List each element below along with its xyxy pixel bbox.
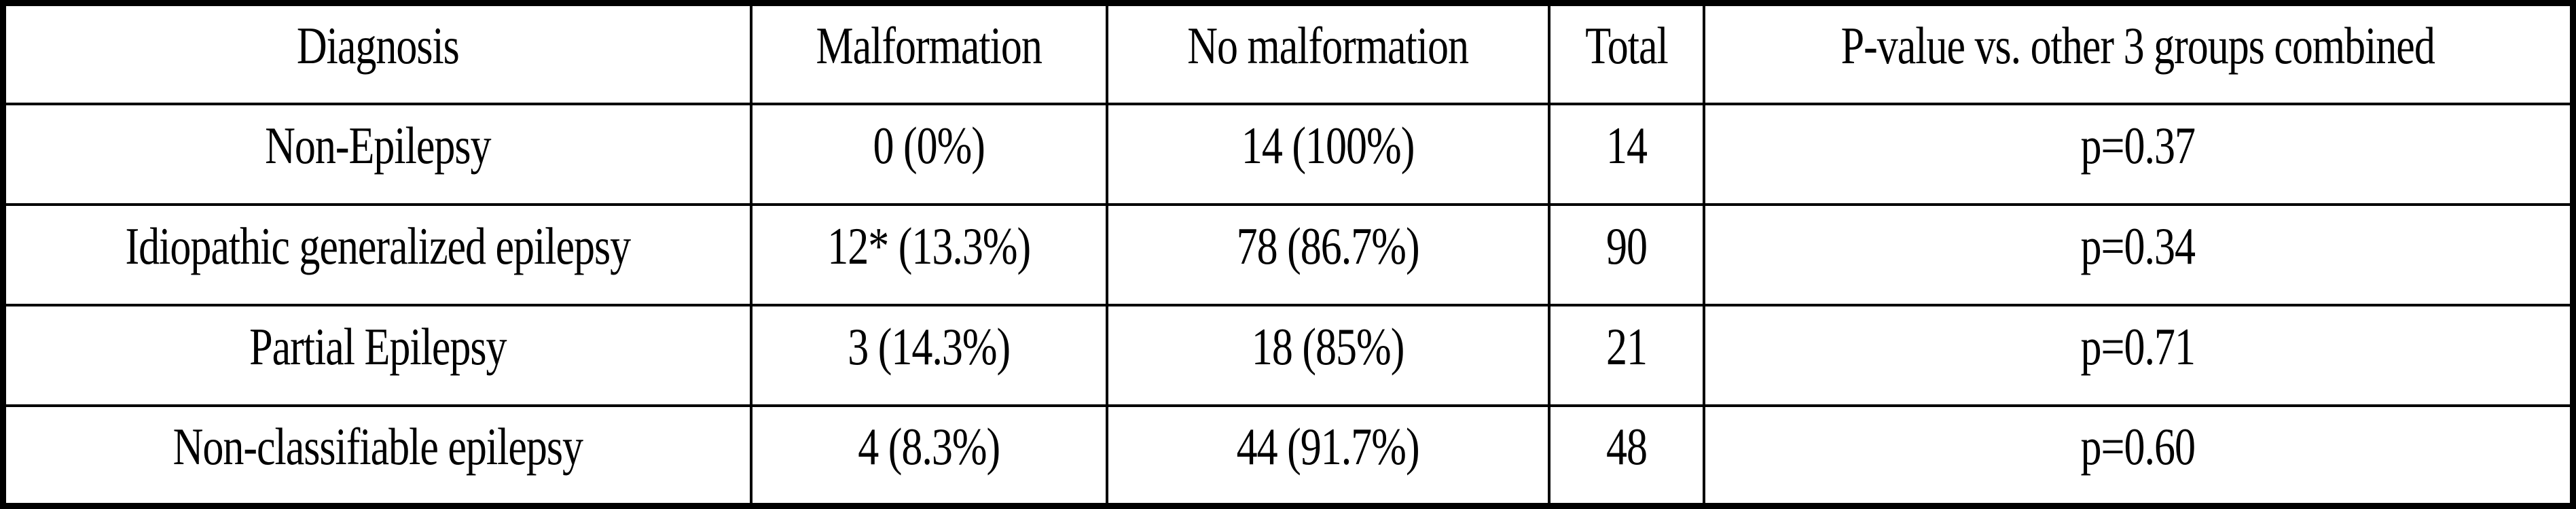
cell-total-text: 21 (1606, 318, 1648, 376)
cell-p-value-text: p=0.60 (2080, 418, 2196, 476)
cell-total: 21 (1547, 303, 1706, 407)
cell-no-malformation: 78 (86.7%) (1105, 203, 1550, 306)
column-header-total-label: Total (1585, 17, 1669, 75)
cell-p-value: p=0.60 (1703, 404, 2575, 508)
table-row-non-classifiable-epilepsy: Non-classifiable epilepsy 4 (8.3%) 44 (9… (1, 404, 2575, 508)
cell-malformation-text: 4 (8.3%) (858, 418, 1000, 476)
cell-diagnosis-text: Partial Epilepsy (249, 318, 507, 376)
cell-diagnosis-text: Non-Epilepsy (265, 117, 491, 175)
column-header-p-value: P-value vs. other 3 groups combined (1703, 1, 2575, 105)
header-row: Diagnosis Malformation No malformation T… (1, 1, 2575, 105)
cell-total-text: 14 (1606, 117, 1648, 175)
table-row-partial-epilepsy: Partial Epilepsy 3 (14.3%) 18 (85%) 21 p… (1, 303, 2575, 407)
cell-no-malformation-text: 18 (85%) (1251, 318, 1404, 376)
table-row-idiopathic-generalized-epilepsy: Idiopathic generalized epilepsy 12* (13.… (1, 203, 2575, 306)
cell-diagnosis: Idiopathic generalized epilepsy (1, 203, 752, 306)
column-header-no-malformation: No malformation (1105, 1, 1550, 105)
table-row-non-epilepsy: Non-Epilepsy 0 (0%) 14 (100%) 14 p=0.37 (1, 102, 2575, 206)
cell-p-value: p=0.37 (1703, 102, 2575, 206)
column-header-diagnosis: Diagnosis (1, 1, 752, 105)
column-header-malformation: Malformation (749, 1, 1108, 105)
cell-malformation: 3 (14.3%) (749, 303, 1108, 407)
cell-total: 48 (1547, 404, 1706, 508)
cell-malformation: 4 (8.3%) (749, 404, 1108, 508)
cell-malformation: 12* (13.3%) (749, 203, 1108, 306)
cell-diagnosis: Partial Epilepsy (1, 303, 752, 407)
cell-p-value-text: p=0.34 (2080, 217, 2196, 276)
cell-malformation: 0 (0%) (749, 102, 1108, 206)
cell-total: 14 (1547, 102, 1706, 206)
cell-diagnosis: Non-classifiable epilepsy (1, 404, 752, 508)
column-header-total: Total (1547, 1, 1706, 105)
cell-no-malformation-text: 14 (100%) (1241, 117, 1415, 175)
column-header-no-malformation-label: No malformation (1187, 17, 1469, 75)
cell-diagnosis-text: Non-classifiable epilepsy (173, 418, 583, 476)
cell-total: 90 (1547, 203, 1706, 306)
column-header-p-value-label: P-value vs. other 3 groups combined (1840, 17, 2435, 75)
cell-malformation-text: 3 (14.3%) (848, 318, 1011, 376)
column-header-malformation-label: Malformation (816, 17, 1042, 75)
cell-p-value: p=0.34 (1703, 203, 2575, 306)
cell-diagnosis-text: Idiopathic generalized epilepsy (125, 217, 631, 276)
cell-total-text: 90 (1606, 217, 1648, 276)
cell-diagnosis: Non-Epilepsy (1, 102, 752, 206)
cell-p-value-text: p=0.71 (2080, 318, 2196, 376)
cell-no-malformation-text: 78 (86.7%) (1236, 217, 1420, 276)
column-header-diagnosis-label: Diagnosis (296, 17, 460, 75)
cell-no-malformation-text: 44 (91.7%) (1236, 418, 1420, 476)
cell-p-value-text: p=0.37 (2080, 117, 2196, 175)
cell-malformation-text: 12* (13.3%) (827, 217, 1031, 276)
cell-no-malformation: 14 (100%) (1105, 102, 1550, 206)
cell-malformation-text: 0 (0%) (873, 117, 985, 175)
cell-total-text: 48 (1606, 418, 1648, 476)
cell-p-value: p=0.71 (1703, 303, 2575, 407)
cell-no-malformation: 44 (91.7%) (1105, 404, 1550, 508)
cell-no-malformation: 18 (85%) (1105, 303, 1550, 407)
